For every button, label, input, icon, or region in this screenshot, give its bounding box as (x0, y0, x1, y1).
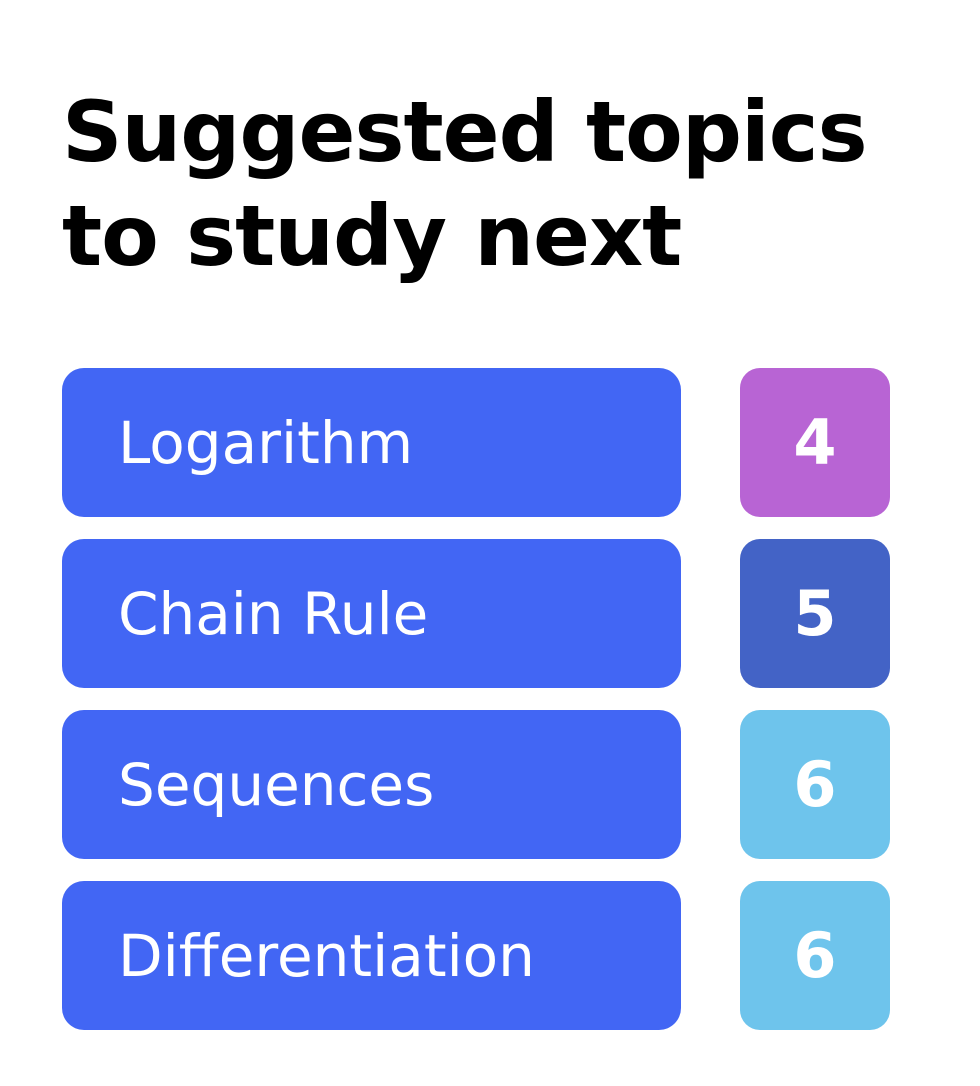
topic-row-sequences: Sequences 6 (62, 710, 890, 859)
page-title-line-1: Suggested topics (62, 80, 922, 184)
topic-button-sequences[interactable]: Sequences (62, 710, 681, 859)
topic-label: Logarithm (118, 409, 413, 477)
topic-count-badge: 5 (740, 539, 890, 688)
topic-row-chain-rule: Chain Rule 5 (62, 539, 890, 688)
topic-row-logarithm: Logarithm 4 (62, 368, 890, 517)
topic-count-badge: 4 (740, 368, 890, 517)
topic-count-badge: 6 (740, 710, 890, 859)
topic-button-logarithm[interactable]: Logarithm (62, 368, 681, 517)
topic-count-value: 6 (793, 748, 836, 821)
topic-count-value: 5 (793, 577, 836, 650)
topic-label: Sequences (118, 751, 434, 819)
topic-row-differentiation: Differentiation 6 (62, 881, 890, 1030)
topic-count-value: 6 (793, 919, 836, 992)
topic-button-differentiation[interactable]: Differentiation (62, 881, 681, 1030)
topic-count-value: 4 (793, 406, 836, 479)
topic-list: Logarithm 4 Chain Rule 5 Sequences 6 (62, 368, 890, 1030)
topic-button-chain-rule[interactable]: Chain Rule (62, 539, 681, 688)
topic-label: Differentiation (118, 922, 535, 990)
topic-label: Chain Rule (118, 580, 428, 648)
page-title: Suggested topics to study next (62, 80, 922, 288)
page-title-line-2: to study next (62, 184, 922, 288)
topic-count-badge: 6 (740, 881, 890, 1030)
